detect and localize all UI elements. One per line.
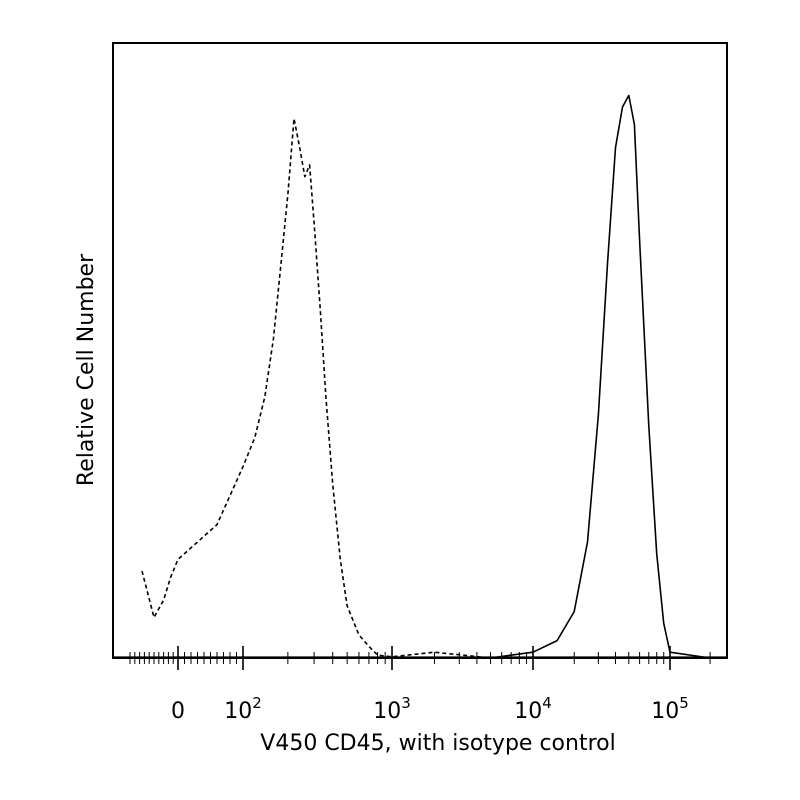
x-tick-label: 102	[224, 694, 262, 724]
x-tick-label: 104	[514, 694, 552, 724]
y-axis-label: Relative Cell Number	[74, 253, 99, 486]
x-tick-label-base: 10	[651, 699, 679, 724]
x-tick-label-exponent: 4	[542, 694, 552, 712]
series-cd45-line	[490, 94, 711, 659]
x-axis-label: V450 CD45, with isotype control	[260, 731, 615, 756]
x-tick-labels: 0 102 103 104 105	[171, 694, 689, 724]
x-tick-label-base: 10	[373, 699, 401, 724]
x-tick-label-base: 0	[171, 699, 185, 724]
plot-frame	[112, 42, 728, 659]
x-tick-label: 103	[373, 694, 411, 724]
x-tick-label: 105	[651, 694, 689, 724]
x-minor-ticks	[129, 652, 711, 664]
x-tick-label-exponent: 5	[679, 694, 689, 712]
series-layer	[113, 94, 727, 659]
x-tick-label-base: 10	[224, 699, 252, 724]
x-tick-label-base: 10	[514, 699, 542, 724]
series-isotype-control-line	[141, 117, 491, 659]
x-tick-label-exponent: 3	[401, 694, 411, 712]
x-tick-label: 0	[171, 699, 185, 724]
x-tick-label-exponent: 2	[252, 694, 262, 712]
